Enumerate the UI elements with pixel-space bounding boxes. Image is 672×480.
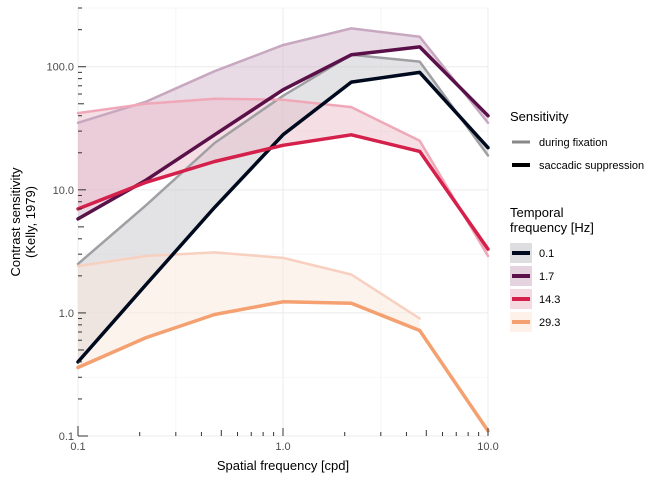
bands [78, 28, 488, 368]
suppression-line-14.3 [76, 133, 490, 251]
lines [76, 27, 490, 433]
y-axis-title-line: (Kelly, 1979) [23, 186, 38, 258]
fixation-line-14.3 [76, 97, 490, 258]
y-tick-label: 10.0 [53, 185, 74, 197]
fixation-line-29.3 [76, 251, 421, 320]
x-tick-label: 1.0 [275, 441, 290, 453]
legend-label-temporal: 29.3 [539, 317, 560, 329]
axes: 0.1 1.0 10.0 0.1 1.0 10.0 100.0 Spatial frequen… [8, 7, 499, 473]
legend-label-temporal: 14.3 [539, 294, 560, 306]
y-tick-label: 100.0 [46, 62, 74, 74]
legend-label-temporal: 0.1 [539, 248, 554, 260]
suppression-line-1.7 [76, 45, 490, 221]
legend-title-temporal: Temporal frequency [Hz] [510, 205, 594, 235]
legend-label-sensitivity: saccadic suppression [539, 160, 644, 172]
x-tick-label: 10.0 [477, 441, 498, 453]
fixation-line-0.1 [76, 53, 490, 266]
y-tick-label: 1.0 [59, 308, 74, 320]
legend-title-temporal-line: Temporal [510, 205, 564, 220]
band-14.3 [78, 98, 488, 256]
suppression-line-0.1 [76, 70, 490, 364]
suppression-line-29.3 [76, 300, 490, 433]
y-axis-title-line: Contrast sensitivity [8, 167, 23, 277]
legend-title-sensitivity: Sensitivity [510, 109, 569, 124]
fixation-line-1.7 [76, 27, 490, 125]
y-axis-title: Contrast sensitivity(Kelly, 1979) [8, 167, 38, 277]
x-tick-label: 0.1 [70, 441, 85, 453]
y-tick-label: 0.1 [59, 431, 74, 443]
legend-label-sensitivity: during fixation [539, 137, 608, 149]
x-axis-title: Spatial frequency [cpd] [217, 458, 349, 473]
legend-title-temporal-line: frequency [Hz] [510, 220, 594, 235]
band-29.3 [78, 252, 420, 368]
legend: Sensitivity during fixation saccadic suppr… [510, 109, 644, 332]
legend-label-temporal: 1.7 [539, 271, 554, 283]
